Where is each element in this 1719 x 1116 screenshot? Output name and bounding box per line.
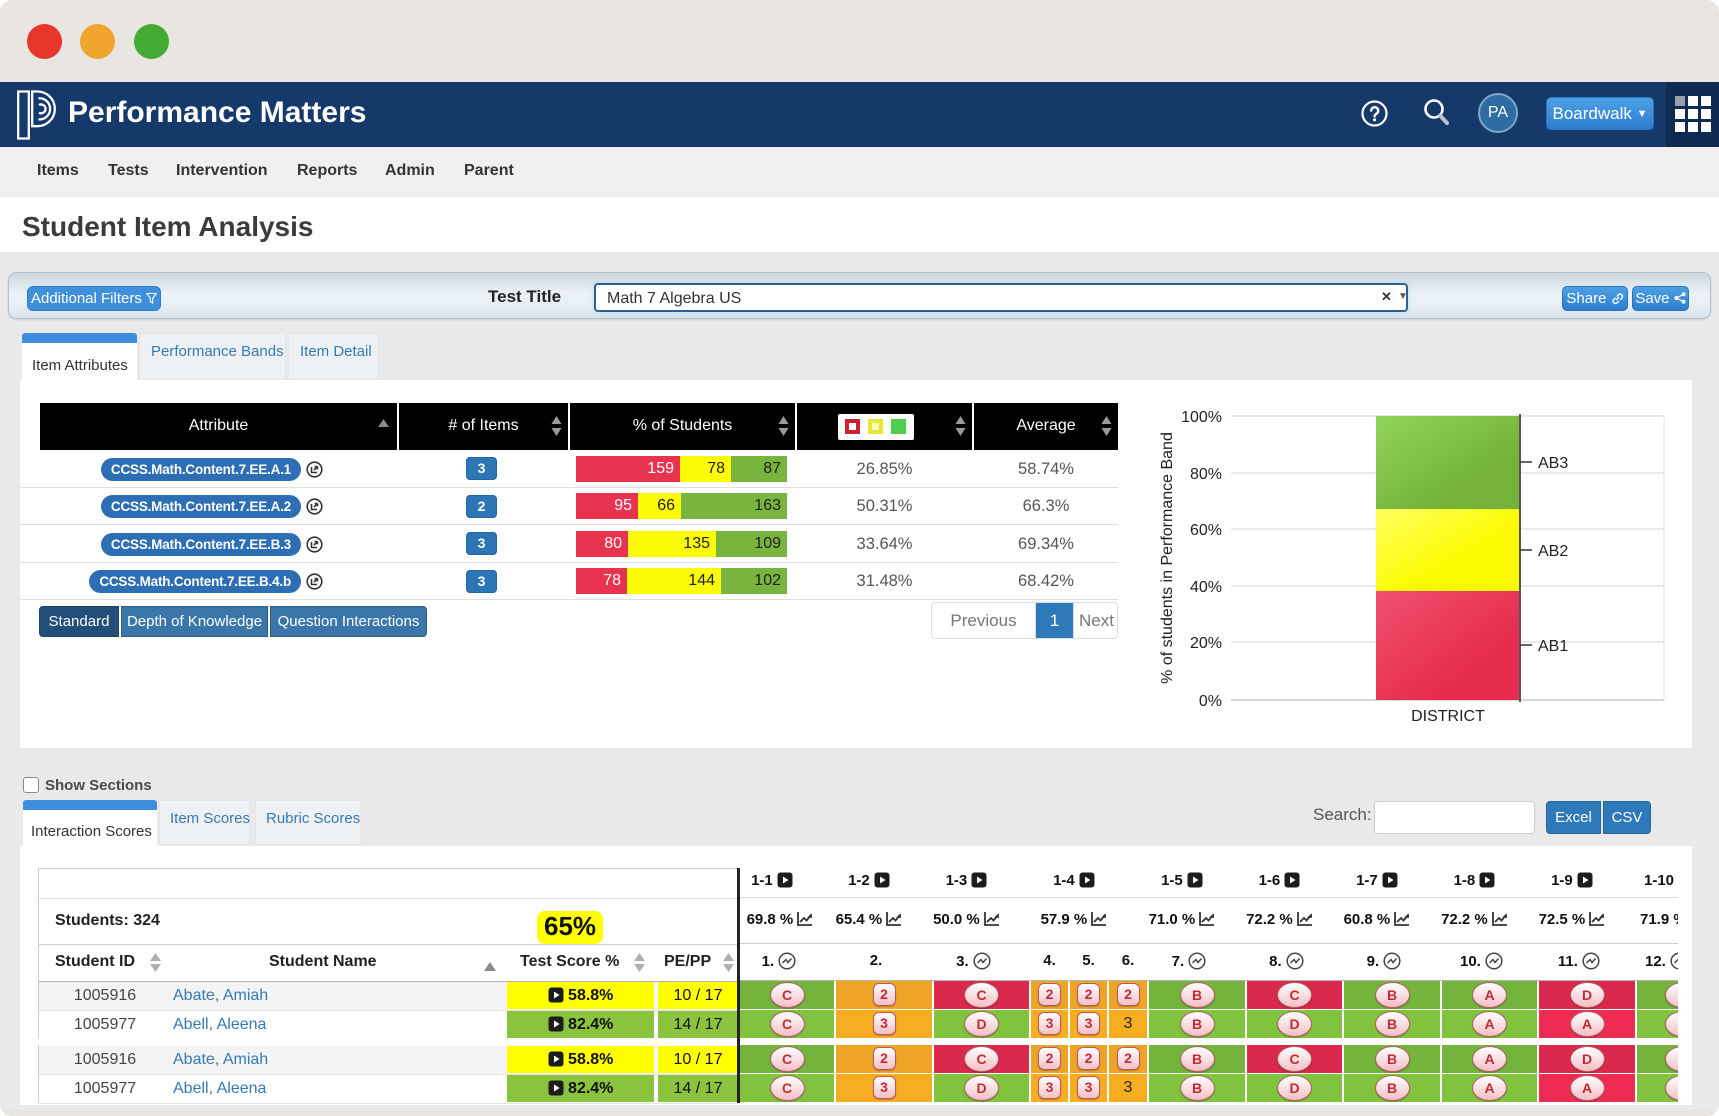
- svg-text:% of students in Performance B: % of students in Performance Band: [1159, 432, 1176, 684]
- svg-text:20%: 20%: [1190, 635, 1222, 652]
- svg-text:AB2: AB2: [1538, 543, 1568, 560]
- svg-text:0%: 0%: [1199, 693, 1222, 710]
- svg-text:DISTRICT: DISTRICT: [1411, 708, 1485, 725]
- svg-text:AB1: AB1: [1538, 638, 1568, 655]
- svg-text:80%: 80%: [1190, 466, 1222, 483]
- svg-text:100%: 100%: [1181, 409, 1222, 426]
- svg-text:AB3: AB3: [1538, 455, 1568, 472]
- svg-text:40%: 40%: [1190, 579, 1222, 596]
- svg-text:60%: 60%: [1190, 522, 1222, 539]
